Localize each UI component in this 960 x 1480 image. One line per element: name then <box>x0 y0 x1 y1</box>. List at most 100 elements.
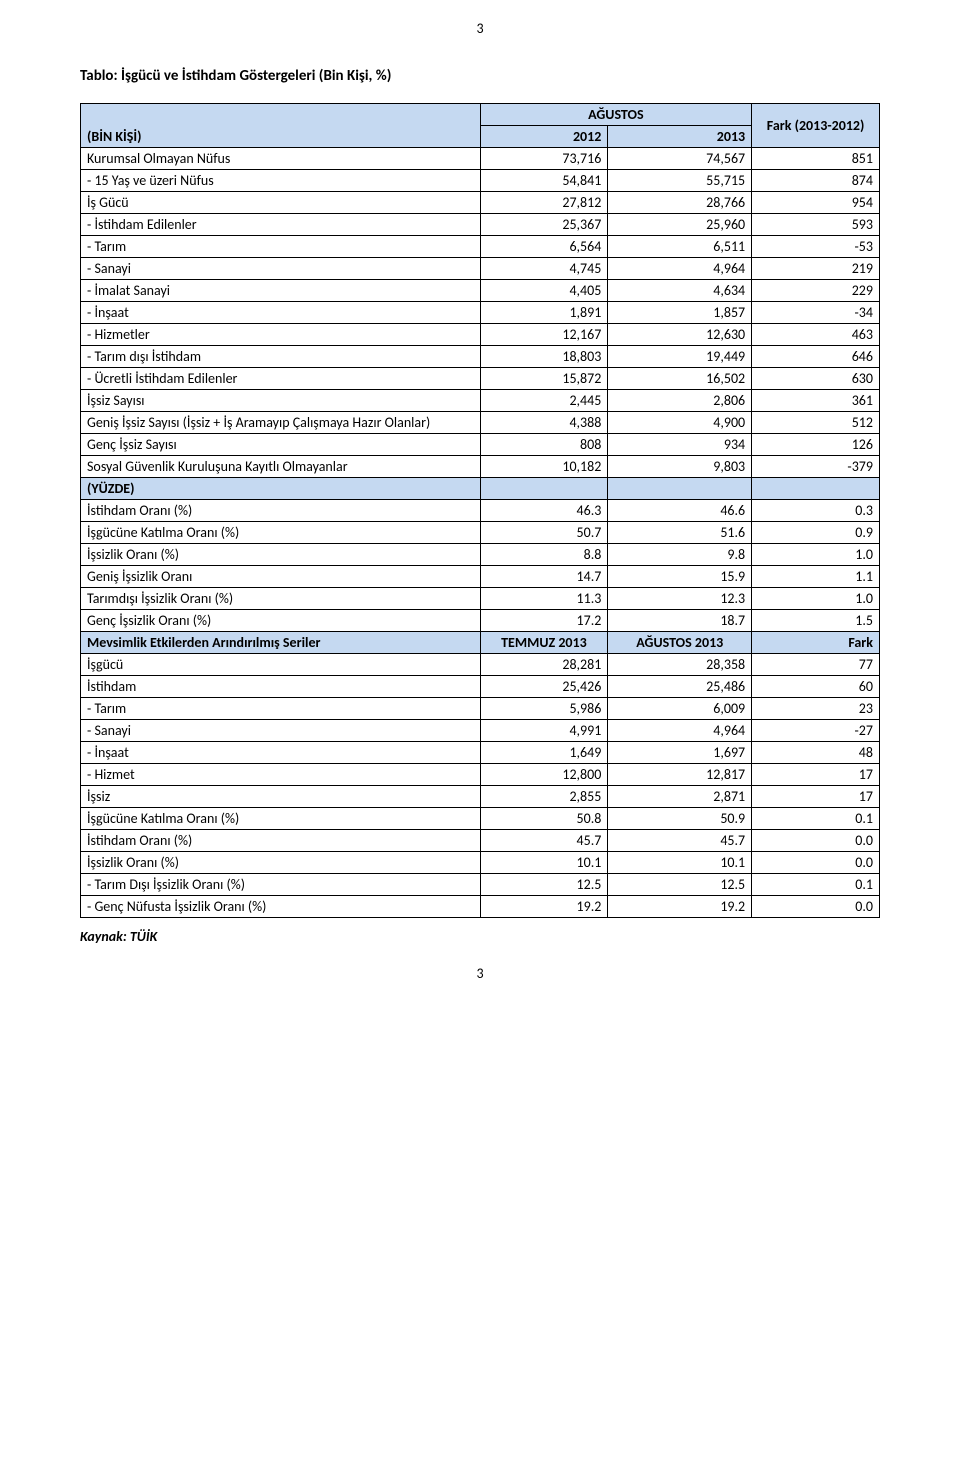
table-row: - İstihdam Edilenler25,36725,960593 <box>81 214 880 236</box>
cell: (YÜZDE) <box>81 478 481 500</box>
cell: 11.3 <box>480 588 608 610</box>
cell: 4,900 <box>608 412 752 434</box>
cell: 15,872 <box>480 368 608 390</box>
cell: 73,716 <box>480 148 608 170</box>
table-row: Sosyal Güvenlik Kuruluşuna Kayıtlı Olmay… <box>81 456 880 478</box>
section-mevsimlik: Mevsimlik Etkilerden Arındırılmış Serile… <box>81 632 880 654</box>
cell: 48 <box>752 742 880 764</box>
table-row: - İmalat Sanayi4,4054,634229 <box>81 280 880 302</box>
cell: 55,715 <box>608 170 752 192</box>
cell: 2,445 <box>480 390 608 412</box>
cell: Fark <box>752 632 880 654</box>
cell: 593 <box>752 214 880 236</box>
cell: 1,697 <box>608 742 752 764</box>
data-table: (BİN KİŞİ)AĞUSTOSFark (2013-2012)2012201… <box>80 103 880 918</box>
cell: 0.0 <box>752 896 880 918</box>
cell: 0.9 <box>752 522 880 544</box>
cell: 808 <box>480 434 608 456</box>
page: 3 Tablo: İşgücü ve İstihdam Göstergeleri… <box>0 0 960 1022</box>
table-row: - İnşaat1,8911,857-34 <box>81 302 880 324</box>
table-row: - Tarım Dışı İşsizlik Oranı (%)12.512.50… <box>81 874 880 896</box>
cell: TEMMUZ 2013 <box>480 632 608 654</box>
cell: 0.1 <box>752 808 880 830</box>
cell: 1,857 <box>608 302 752 324</box>
table-row: İşsiz2,8552,87117 <box>81 786 880 808</box>
cell: 1.0 <box>752 544 880 566</box>
cell: 25,960 <box>608 214 752 236</box>
cell: 77 <box>752 654 880 676</box>
cell: 15.9 <box>608 566 752 588</box>
header-bin-kisi: (BİN KİŞİ) <box>81 104 481 148</box>
cell: - Hizmetler <box>81 324 481 346</box>
cell: - İmalat Sanayi <box>81 280 481 302</box>
cell: 12.5 <box>608 874 752 896</box>
cell: 646 <box>752 346 880 368</box>
cell: -53 <box>752 236 880 258</box>
table-row: - Sanayi4,9914,964-27 <box>81 720 880 742</box>
cell: - Tarım <box>81 698 481 720</box>
cell: İşgücüne Katılma Oranı (%) <box>81 808 481 830</box>
cell: 0.0 <box>752 830 880 852</box>
cell: 46.3 <box>480 500 608 522</box>
table-title: Tablo: İşgücü ve İstihdam Göstergeleri (… <box>80 67 880 85</box>
cell: 12.5 <box>480 874 608 896</box>
table-row: - İnşaat1,6491,69748 <box>81 742 880 764</box>
cell: 25,426 <box>480 676 608 698</box>
cell: 50.9 <box>608 808 752 830</box>
cell: 0.0 <box>752 852 880 874</box>
cell: 14.7 <box>480 566 608 588</box>
cell: 1,891 <box>480 302 608 324</box>
table-row: Genç İşsiz Sayısı808934126 <box>81 434 880 456</box>
cell: 18.7 <box>608 610 752 632</box>
table-row: Geniş İşsiz Sayısı (İşsiz + İş Aramayıp … <box>81 412 880 434</box>
cell: İstihdam Oranı (%) <box>81 500 481 522</box>
cell: Genç İşsizlik Oranı (%) <box>81 610 481 632</box>
cell: İşgücüne Katılma Oranı (%) <box>81 522 481 544</box>
cell: 126 <box>752 434 880 456</box>
cell: - Ücretli İstihdam Edilenler <box>81 368 481 390</box>
cell: 17.2 <box>480 610 608 632</box>
cell: 630 <box>752 368 880 390</box>
cell: 4,964 <box>608 720 752 742</box>
cell: - İstihdam Edilenler <box>81 214 481 236</box>
cell: İşsizlik Oranı (%) <box>81 544 481 566</box>
page-number-top: 3 <box>80 20 880 37</box>
cell: 19.2 <box>608 896 752 918</box>
cell <box>480 478 608 500</box>
cell: - Sanayi <box>81 720 481 742</box>
table-row: İstihdam Oranı (%)46.346.60.3 <box>81 500 880 522</box>
cell: 4,964 <box>608 258 752 280</box>
table-row: - Tarım6,5646,511-53 <box>81 236 880 258</box>
cell: 934 <box>608 434 752 456</box>
cell: 8.8 <box>480 544 608 566</box>
cell: 74,567 <box>608 148 752 170</box>
cell: AĞUSTOS 2013 <box>608 632 752 654</box>
cell: -379 <box>752 456 880 478</box>
table-row: - 15 Yaş ve üzeri Nüfus54,84155,715874 <box>81 170 880 192</box>
table-row: - Genç Nüfusta İşsizlik Oranı (%)19.219.… <box>81 896 880 918</box>
cell: 25,367 <box>480 214 608 236</box>
cell: Geniş İşsizlik Oranı <box>81 566 481 588</box>
table-row: Kurumsal Olmayan Nüfus73,71674,567851 <box>81 148 880 170</box>
table-row: İşsizlik Oranı (%)8.89.81.0 <box>81 544 880 566</box>
cell <box>752 478 880 500</box>
header-2012: 2012 <box>480 126 608 148</box>
cell: 229 <box>752 280 880 302</box>
cell: - Sanayi <box>81 258 481 280</box>
cell: 12,800 <box>480 764 608 786</box>
source-label: Kaynak: TÜİK <box>80 928 880 945</box>
cell: - İnşaat <box>81 302 481 324</box>
cell: İşsizlik Oranı (%) <box>81 852 481 874</box>
cell: 17 <box>752 786 880 808</box>
cell: - Tarım <box>81 236 481 258</box>
cell: 28,766 <box>608 192 752 214</box>
cell: 874 <box>752 170 880 192</box>
cell: Kurumsal Olmayan Nüfus <box>81 148 481 170</box>
cell: 4,388 <box>480 412 608 434</box>
cell: 17 <box>752 764 880 786</box>
cell: - Tarım dışı İstihdam <box>81 346 481 368</box>
header-fark: Fark (2013-2012) <box>752 104 880 148</box>
cell: 12.3 <box>608 588 752 610</box>
cell: Mevsimlik Etkilerden Arındırılmış Serile… <box>81 632 481 654</box>
cell: 2,855 <box>480 786 608 808</box>
